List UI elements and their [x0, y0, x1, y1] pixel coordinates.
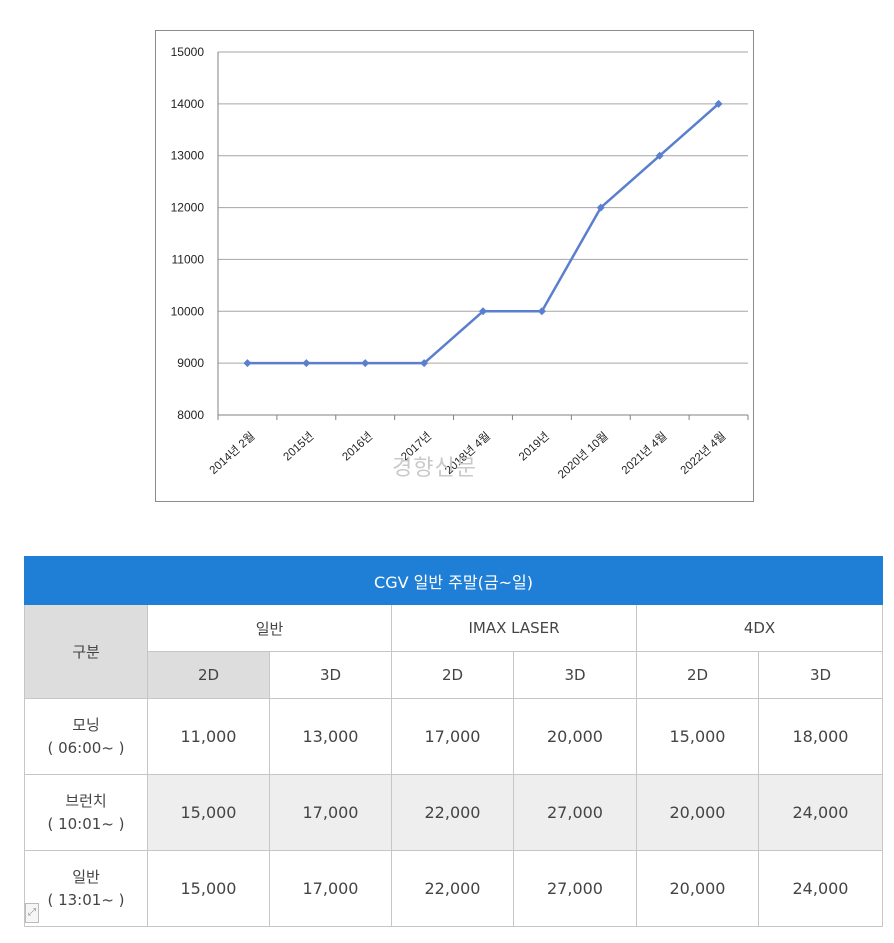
row-label: 일반 ( 13:01~ ) [24, 850, 148, 927]
expand-icon[interactable]: ⤢ [25, 903, 39, 923]
y-tick-label: 12000 [171, 201, 205, 215]
price-cell: 15,000 [636, 698, 759, 775]
x-tick-label: 2014년 2월 [207, 430, 258, 477]
price-cell: 20,000 [636, 774, 759, 851]
x-tick-label: 2018년 4월 [442, 430, 493, 477]
row-time: ( 10:01~ ) [47, 814, 125, 833]
row-name: 일반 [72, 867, 100, 886]
table-title: CGV 일반 주말(금~일) [24, 556, 883, 605]
price-cell: 22,000 [391, 774, 514, 851]
price-cell: 20,000 [636, 850, 759, 927]
group-header: 4DX [636, 604, 883, 652]
price-cell: 24,000 [758, 850, 883, 927]
price-cell: 27,000 [513, 774, 637, 851]
y-tick-label: 14000 [171, 97, 205, 111]
price-cell: 18,000 [758, 698, 883, 775]
x-tick-label: 2015년 [281, 430, 317, 464]
data-point [479, 307, 487, 316]
row-name: 브런치 [65, 791, 107, 810]
row-label: 브런치 ( 10:01~ ) [24, 774, 148, 851]
price-cell: 11,000 [147, 698, 270, 775]
price-cell: 13,000 [269, 698, 392, 775]
line-chart: 8000 9000 10000 11000 12000 13000 14000 15000 20… [155, 30, 754, 502]
data-point [420, 359, 429, 368]
row-time: ( 13:01~ ) [47, 890, 125, 909]
price-cell: 17,000 [391, 698, 514, 775]
price-cell: 22,000 [391, 850, 514, 927]
sub-header: 2D [391, 651, 514, 699]
table-row: 모닝 ( 06:00~ ) 11,000 13,000 17,000 20,00… [24, 698, 883, 775]
y-tick-label: 10000 [171, 304, 205, 318]
chart-canvas: 8000 9000 10000 11000 12000 13000 14000 15000 20… [171, 45, 749, 482]
data-point [302, 359, 311, 368]
y-tick-label: 13000 [171, 149, 205, 163]
row-label: 모닝 ( 06:00~ ) [24, 698, 148, 775]
group-header: IMAX LASER [391, 604, 637, 652]
table-row: 브런치 ( 10:01~ ) 15,000 17,000 22,000 27,0… [24, 774, 883, 851]
data-point [655, 151, 664, 160]
data-point [714, 99, 723, 108]
x-tick-label: 2016년 [340, 430, 376, 464]
group-header: 일반 [147, 604, 392, 652]
x-tick-label: 2020년 10월 [555, 430, 610, 482]
row-time: ( 06:00~ ) [47, 738, 125, 757]
price-cell: 15,000 [147, 850, 270, 927]
sub-header: 3D [758, 651, 883, 699]
table-row: 일반 ( 13:01~ ) 15,000 17,000 22,000 27,00… [24, 850, 883, 927]
sub-header: 3D [269, 651, 392, 699]
price-cell: 17,000 [269, 850, 392, 927]
sub-header: 2D [147, 651, 270, 699]
series-line [247, 102, 720, 365]
y-tick-label: 15000 [171, 45, 205, 59]
data-point [596, 203, 605, 212]
data-point [243, 359, 252, 368]
row-name: 모닝 [72, 715, 100, 734]
y-tick-label: 11000 [172, 252, 205, 266]
x-tick-label: 2017년 [399, 430, 435, 464]
x-tick-label: 2021년 4월 [619, 430, 670, 477]
price-cell: 15,000 [147, 774, 270, 851]
price-cell: 24,000 [758, 774, 883, 851]
x-tick-label: 2022년 4월 [678, 430, 729, 477]
y-tick-label: 9000 [177, 356, 204, 370]
price-cell: 20,000 [513, 698, 637, 775]
row-header-label: 구분 [24, 604, 148, 699]
sub-header: 2D [636, 651, 759, 699]
data-point [361, 359, 370, 368]
data-point [537, 307, 546, 316]
x-tick-label: 2019년 [516, 430, 552, 464]
sub-header: 3D [513, 651, 637, 699]
price-cell: 17,000 [269, 774, 392, 851]
price-cell: 27,000 [513, 850, 637, 927]
y-tick-label: 8000 [177, 408, 204, 422]
price-table: CGV 일반 주말(금~일) 구분 일반 IMAX LASER 4DX 2D 3… [24, 556, 883, 927]
